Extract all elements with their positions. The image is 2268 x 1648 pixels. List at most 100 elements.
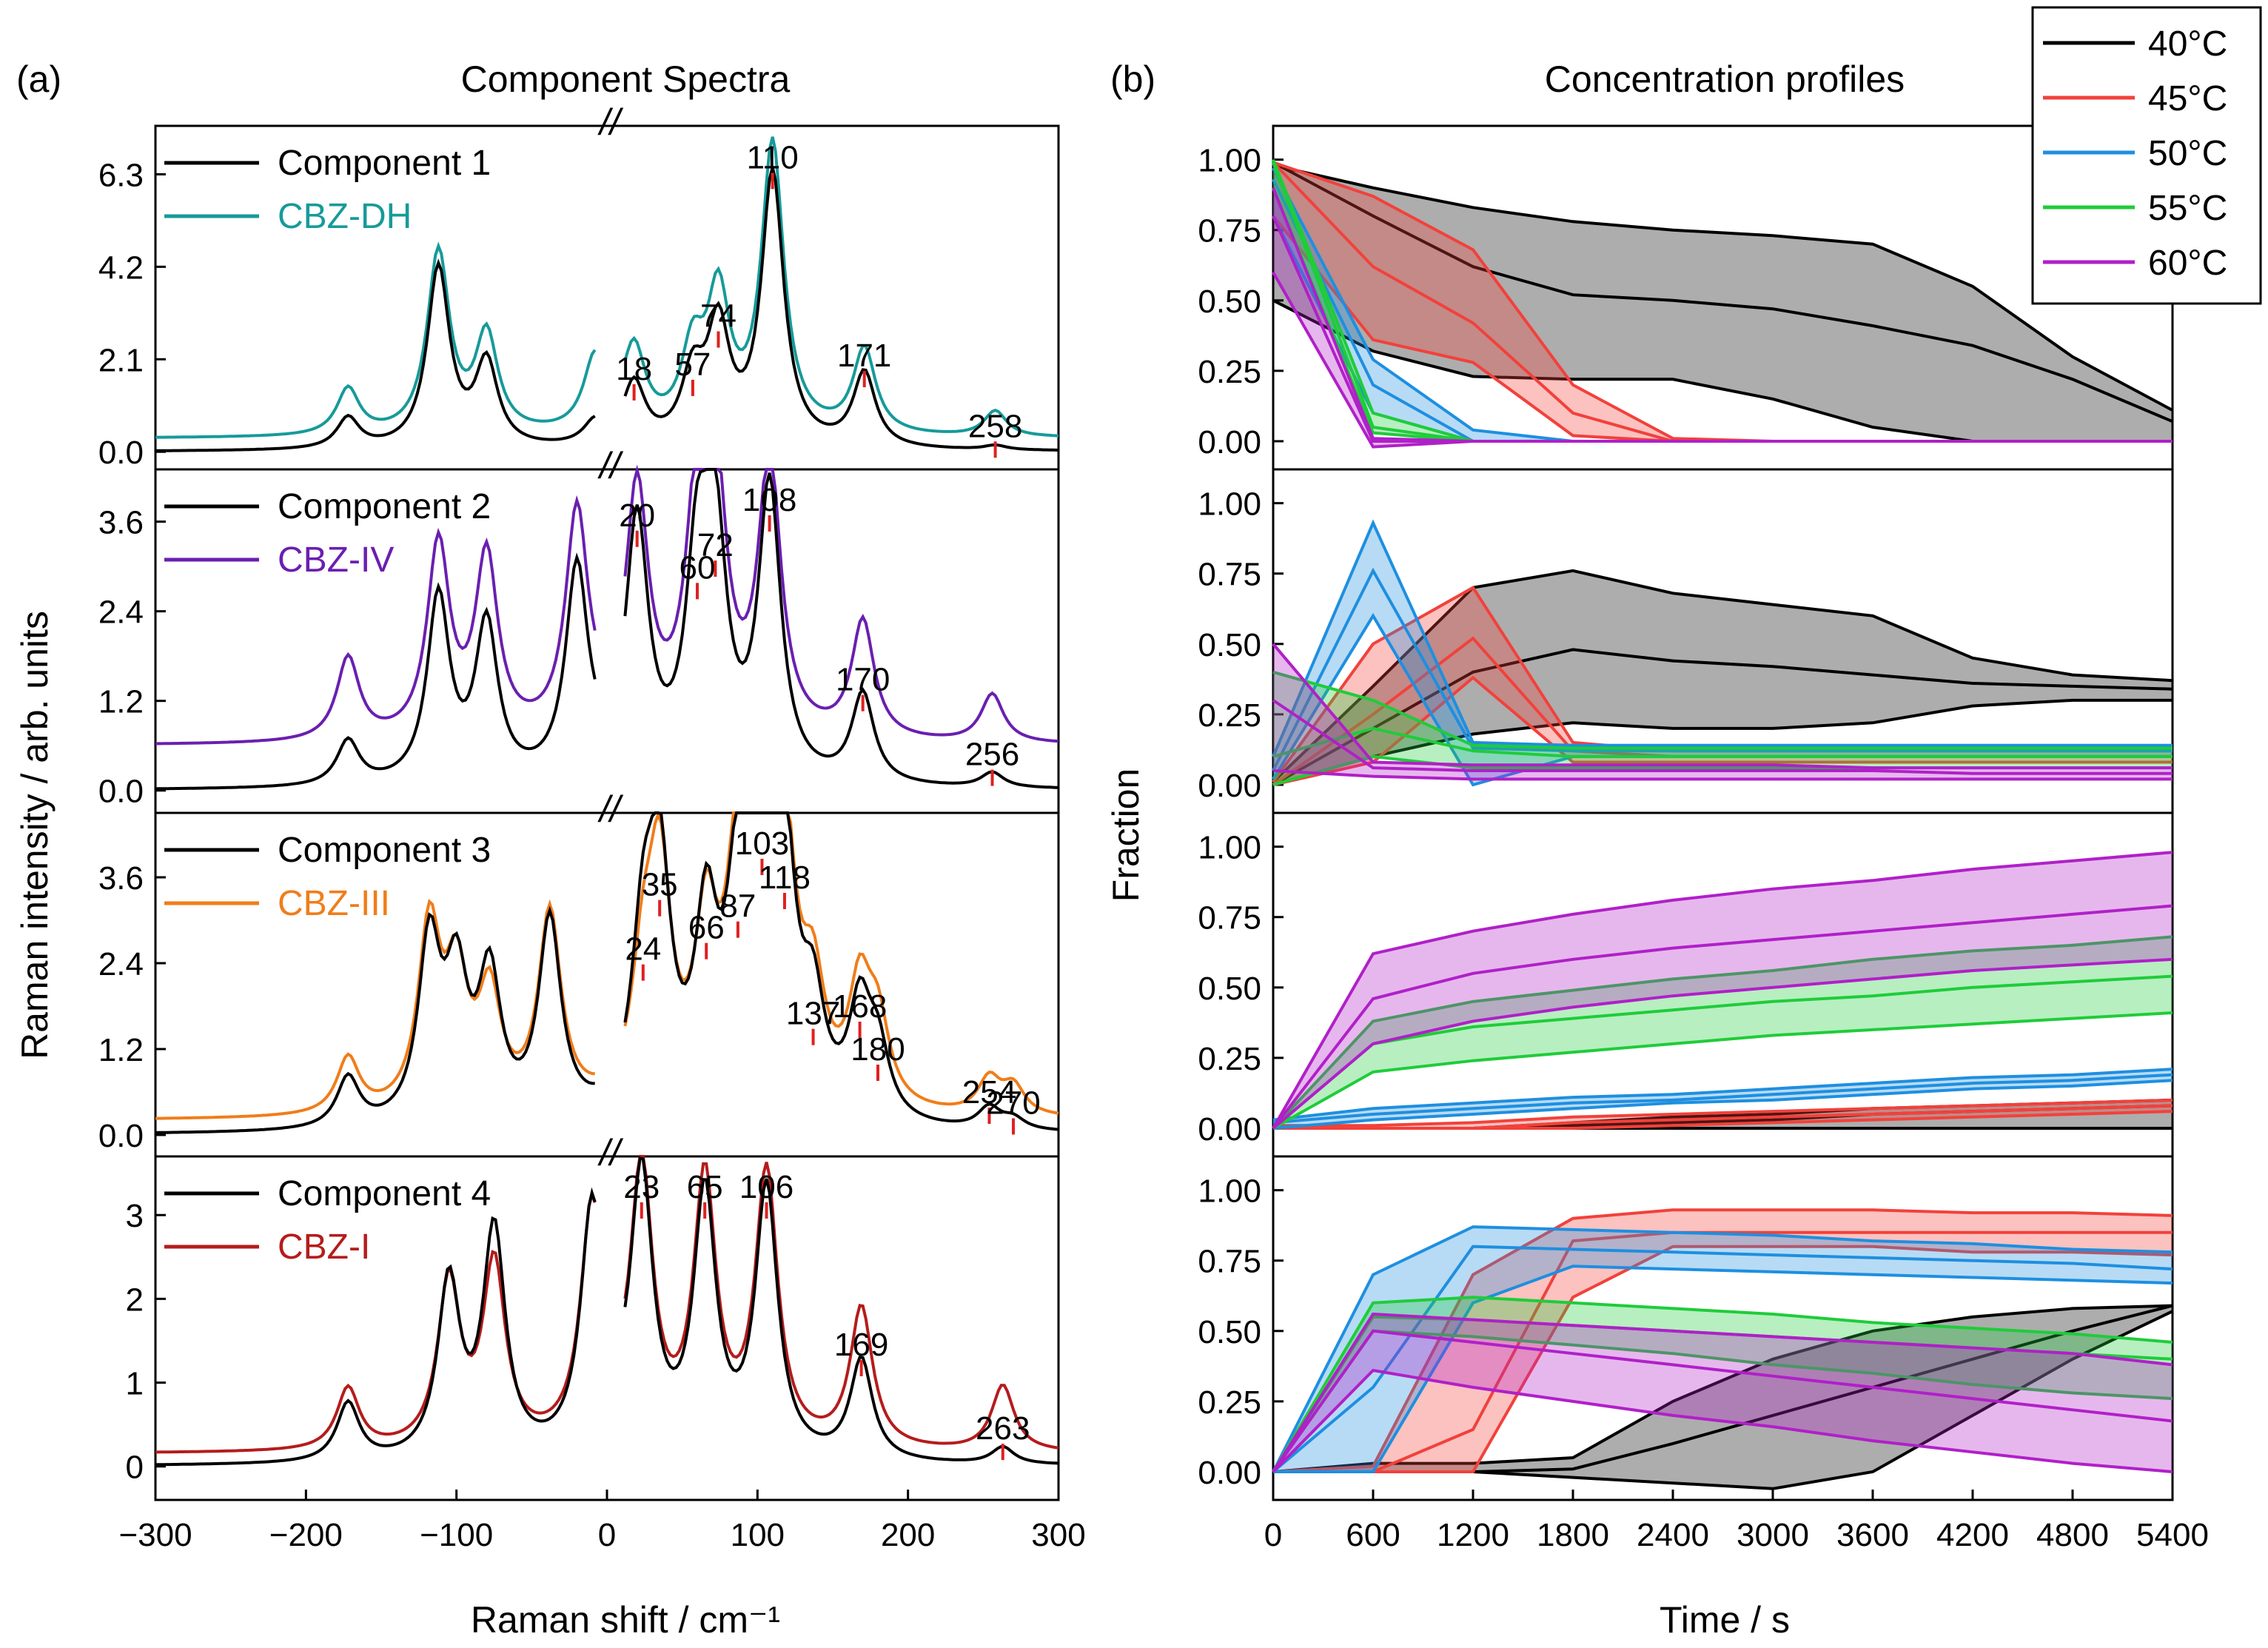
peak-label: 87: [719, 888, 756, 925]
legend-label: 45°C: [2148, 79, 2227, 118]
panel-b-label: (b): [1110, 58, 1155, 100]
band-edge-line: [1272, 851, 2173, 1129]
peak-label: 23: [623, 1169, 660, 1205]
mean-line: [1272, 699, 2173, 775]
peak-label: 270: [986, 1085, 1040, 1122]
legend-label: CBZ-III: [278, 884, 390, 923]
band-edge-line: [1272, 1208, 2173, 1473]
band-edge-line: [1272, 675, 2173, 786]
y-tick-label: 0.0: [98, 774, 144, 810]
y-tick-label: 2.4: [98, 946, 144, 982]
peak-label: 24: [625, 931, 661, 968]
band-edge-line: [1272, 1225, 2173, 1473]
y-tick-label: 0.0: [98, 435, 144, 471]
legend-label: 50°C: [2148, 134, 2227, 173]
y-tick-label: 1.00: [1198, 143, 1261, 179]
x-tick-label: 600: [1346, 1517, 1400, 1553]
y-tick-label: 0.50: [1198, 284, 1261, 320]
mean-line: [1272, 726, 2173, 758]
band-55°C: [1273, 1297, 2173, 1472]
peak-label: 263: [976, 1410, 1030, 1447]
peak-label: 254: [962, 1074, 1016, 1111]
legend-label: CBZ-IV: [278, 540, 394, 580]
spectrum-cbz-iv: [155, 464, 1059, 746]
mean-line: [1272, 567, 2173, 771]
mean-line: [1272, 974, 2173, 1130]
band-edge-line: [1272, 1368, 2173, 1473]
y-tick-label: 0.50: [1198, 971, 1261, 1007]
peak-label: 65: [687, 1169, 723, 1205]
y-tick-label: 4.2: [98, 249, 144, 286]
x-tick-label: 5400: [2136, 1517, 2209, 1553]
x-tick-label: 3000: [1737, 1517, 1809, 1553]
panel-a-ylabel: Raman intensity / arb. units: [14, 611, 56, 1059]
band-edge-line: [1272, 769, 2173, 781]
band-edge-line: [1272, 1011, 2173, 1130]
mean-line: [1272, 161, 2173, 423]
y-tick-label: 1.00: [1198, 486, 1261, 523]
peak-label: 118: [759, 860, 811, 896]
y-tick-label: 0.50: [1198, 1314, 1261, 1350]
profile-subplot-3: 0.00 0.25 0.50 0.75 1.00: [1198, 811, 2174, 1158]
band-50°C: [1273, 1227, 2173, 1472]
y-tick-label: 0.25: [1198, 697, 1261, 734]
subplot-frame: [1272, 1155, 2174, 1501]
y-tick-label: 1.2: [98, 1032, 144, 1068]
y-tick-label: 1.00: [1198, 830, 1261, 866]
x-tick-label: 1800: [1537, 1517, 1609, 1553]
x-tick-label: −300: [118, 1517, 192, 1553]
spectra-subplot-3: 0.0 1.2 2.4 3.6 // Component 3 CBZ-III 24 35 6687…: [98, 788, 1060, 1158]
peak-label: 20: [619, 498, 655, 534]
mean-line: [1272, 904, 2173, 1130]
band-edge-line: [1272, 698, 2173, 786]
legend-label: Component 3: [278, 831, 491, 870]
y-tick-label: 0.75: [1198, 900, 1261, 937]
panel-a-xlabel: Raman shift / cm⁻¹: [471, 1599, 780, 1641]
peak-label: 137: [786, 996, 840, 1032]
temperature-legend: 40°C 45°C 50°C 55°C 60°C: [2031, 6, 2262, 305]
x-tick-label: 100: [731, 1517, 785, 1553]
peak-label: 74: [700, 298, 737, 335]
mean-line: [1273, 1104, 2173, 1130]
x-tick-label: 1200: [1437, 1517, 1509, 1553]
x-tick-label: 3600: [1836, 1517, 1909, 1553]
legend-label: CBZ-I: [278, 1227, 370, 1267]
band-edge-line: [1273, 1265, 2173, 1473]
band-edge-line: [1272, 1304, 2173, 1473]
peak-label: 169: [834, 1327, 888, 1363]
peak-label: 170: [836, 662, 890, 698]
panel-b-ylabel: Fraction: [1105, 768, 1147, 902]
legend-label: Component 4: [278, 1174, 491, 1213]
y-tick-label: 0.25: [1198, 1384, 1261, 1421]
panel-a-label: (a): [16, 58, 61, 100]
band-60°C: [1273, 1314, 2173, 1472]
band-edge-line: [1272, 1068, 2173, 1122]
spectrum-component-2: [155, 468, 1059, 791]
band-45°C: [1273, 1210, 2173, 1472]
x-tick-label: 4200: [1936, 1517, 2009, 1553]
y-tick-label: 2.1: [98, 342, 144, 378]
band-edge-line: [1272, 1312, 2173, 1473]
band-55°C: [1273, 937, 2173, 1128]
y-tick-label: 0.0: [98, 1118, 144, 1154]
y-tick-label: 6.3: [98, 157, 144, 193]
spectra-subplot-1: 0.0 2.1 4.2 6.3 // Component 1 CBZ-DH 18 57 74 110…: [98, 101, 1060, 471]
band-40°C: [1273, 1305, 2173, 1489]
axis-break-marker: //: [597, 1132, 624, 1173]
profile-subplot-1: 0.00 0.25 0.50 0.75 1.00: [1198, 124, 2174, 471]
y-tick-label: 0.00: [1198, 768, 1261, 804]
peak-label: 110: [747, 139, 799, 175]
x-tick-label: 2400: [1637, 1517, 1709, 1553]
band-45°C: [1273, 162, 2173, 441]
legend-box: [2031, 6, 2262, 305]
legend-label: 40°C: [2148, 24, 2227, 64]
y-tick-label: 3: [126, 1198, 144, 1234]
axis-break-marker: //: [597, 788, 624, 830]
peak-label: 66: [688, 910, 725, 946]
y-tick-label: 0.00: [1198, 1455, 1261, 1491]
panel-b-xlabel: Time / s: [1660, 1599, 1790, 1641]
